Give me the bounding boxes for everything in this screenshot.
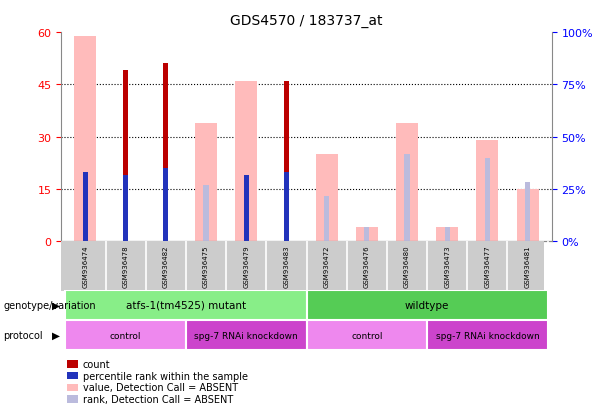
- Bar: [476, 141, 498, 242]
- Text: control: control: [110, 331, 142, 340]
- Text: GSM936480: GSM936480: [404, 245, 410, 287]
- Bar: [243, 176, 249, 242]
- Text: protocol: protocol: [3, 330, 43, 340]
- Text: GSM936472: GSM936472: [324, 245, 330, 287]
- Text: control: control: [351, 331, 383, 340]
- Bar: [284, 82, 289, 242]
- Text: value, Detection Call = ABSENT: value, Detection Call = ABSENT: [83, 382, 238, 392]
- Bar: [163, 64, 169, 242]
- Bar: [436, 228, 459, 242]
- Text: spg-7 RNAi knockdown: spg-7 RNAi knockdown: [435, 331, 539, 340]
- Text: GSM936479: GSM936479: [243, 245, 249, 287]
- Text: GSM936476: GSM936476: [364, 245, 370, 287]
- Text: GSM936475: GSM936475: [203, 245, 209, 287]
- Bar: [284, 172, 289, 242]
- Bar: [195, 123, 217, 242]
- Bar: [83, 172, 88, 242]
- Bar: [123, 176, 128, 242]
- Bar: [66, 290, 306, 320]
- Text: rank, Detection Call = ABSENT: rank, Detection Call = ABSENT: [83, 394, 233, 404]
- Bar: [444, 228, 450, 242]
- Text: wildtype: wildtype: [405, 300, 449, 310]
- Bar: [83, 172, 88, 242]
- Text: GSM936482: GSM936482: [163, 245, 169, 287]
- Bar: [364, 228, 370, 242]
- Bar: [66, 320, 186, 350]
- Bar: [316, 155, 338, 242]
- Text: GSM936473: GSM936473: [444, 245, 450, 287]
- Text: GSM936478: GSM936478: [123, 245, 129, 287]
- Bar: [163, 169, 169, 242]
- Bar: [525, 183, 530, 242]
- Bar: [405, 155, 409, 242]
- Text: GSM936474: GSM936474: [82, 245, 88, 287]
- Text: percentile rank within the sample: percentile rank within the sample: [83, 371, 248, 381]
- Text: GSM936477: GSM936477: [484, 245, 490, 287]
- Bar: [306, 290, 547, 320]
- Bar: [123, 71, 128, 242]
- Bar: [306, 320, 427, 350]
- Text: count: count: [83, 359, 110, 369]
- Text: atfs-1(tm4525) mutant: atfs-1(tm4525) mutant: [126, 300, 246, 310]
- Bar: [356, 228, 378, 242]
- Text: GSM936483: GSM936483: [283, 245, 289, 287]
- Bar: [186, 320, 306, 350]
- Bar: [396, 123, 418, 242]
- Bar: [243, 176, 249, 242]
- Text: genotype/variation: genotype/variation: [3, 300, 96, 310]
- Text: ▶: ▶: [52, 300, 60, 310]
- Text: GSM936481: GSM936481: [525, 245, 531, 287]
- Text: GDS4570 / 183737_at: GDS4570 / 183737_at: [230, 14, 383, 28]
- Bar: [204, 186, 208, 242]
- Bar: [427, 320, 547, 350]
- Text: ▶: ▶: [52, 330, 60, 340]
- Bar: [324, 197, 329, 242]
- Bar: [235, 82, 257, 242]
- Bar: [74, 36, 96, 242]
- Bar: [485, 158, 490, 242]
- Text: spg-7 RNAi knockdown: spg-7 RNAi knockdown: [194, 331, 298, 340]
- Bar: [517, 190, 539, 242]
